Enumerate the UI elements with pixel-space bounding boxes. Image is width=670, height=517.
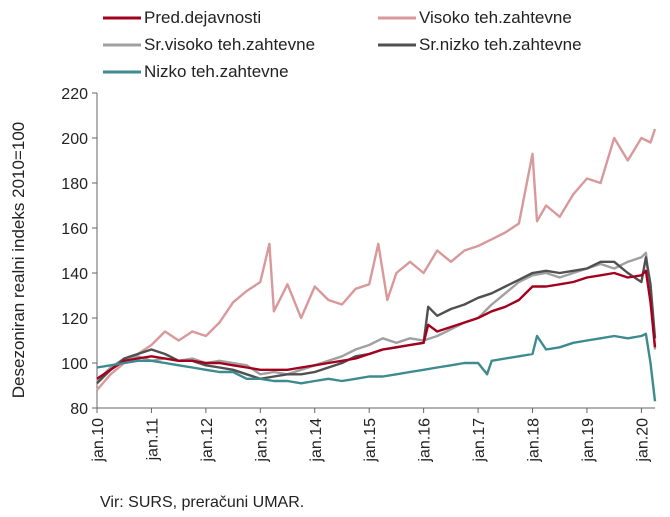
axes: 80 100 120 140 160 180 200 220 jan.10 jan.11 jan.1… — [61, 86, 655, 463]
x-tick-label: jan.15 — [362, 418, 379, 463]
y-tick-label: 140 — [61, 266, 88, 283]
x-tick-label: jan.14 — [308, 418, 325, 463]
legend: Pred.dejavnosti Visoko teh.zahtevne Sr.vis… — [103, 8, 582, 81]
x-tick-label: jan.12 — [199, 418, 216, 463]
y-tick-label: 80 — [70, 401, 88, 418]
y-tick-label: 160 — [61, 221, 88, 238]
y-tick-label: 200 — [61, 131, 88, 148]
series-line-4 — [96, 269, 657, 380]
x-tick-label: jan.10 — [90, 418, 107, 463]
y-tick-label: 100 — [61, 356, 88, 373]
y-tick-label: 220 — [61, 86, 88, 103]
legend-label: Visoko teh.zahtevne — [419, 8, 572, 27]
source-note: Vir: SURS, preračuni UMAR. — [100, 494, 304, 511]
y-tick-label: 180 — [61, 176, 88, 193]
series-group — [96, 128, 657, 402]
legend-label: Sr.visoko teh.zahtevne — [144, 35, 315, 54]
x-tick-label: jan.20 — [634, 418, 651, 463]
x-tick-label: jan.16 — [417, 418, 434, 463]
series-line-1 — [96, 128, 657, 391]
x-tick-label: jan.17 — [471, 418, 488, 463]
x-tick-label: jan.19 — [580, 418, 597, 463]
legend-label: Pred.dejavnosti — [144, 8, 261, 27]
x-tick-label: jan.13 — [253, 418, 270, 463]
legend-label: Sr.nizko teh.zahtevne — [419, 35, 582, 54]
x-tick-label: jan.18 — [526, 418, 543, 463]
series-line-5 — [96, 332, 657, 402]
x-tick-label: jan.11 — [144, 418, 161, 462]
y-axis-label: Desezoniran realni indeks 2010=100 — [9, 122, 28, 398]
y-tick-label: 120 — [61, 311, 88, 328]
legend-label: Nizko teh.zahtevne — [144, 62, 289, 81]
series-line-3 — [96, 256, 657, 385]
